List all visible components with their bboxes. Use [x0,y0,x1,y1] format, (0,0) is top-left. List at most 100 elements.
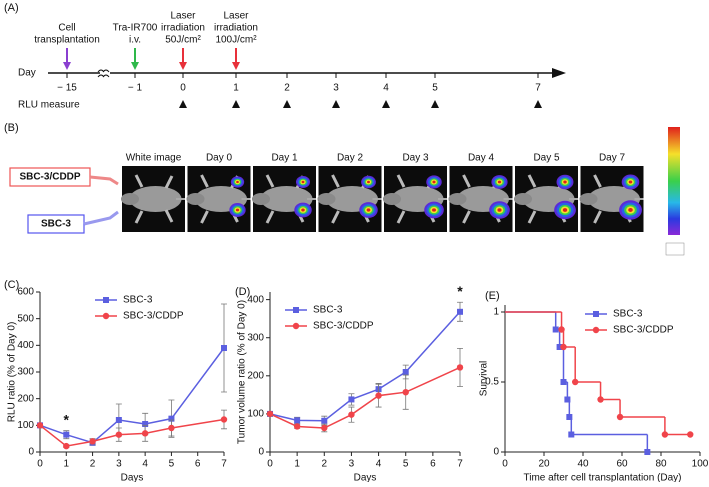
rlu-marker [431,100,439,108]
scale-box [665,242,685,256]
mouse-legs [593,174,632,224]
y-tick-label: 100 [247,409,264,420]
event-label: irradiation [214,23,258,34]
x-tick-label: 6 [430,459,436,470]
event-label: Tra-IR700 [113,23,158,34]
signal [563,180,567,184]
rlu-marker [232,100,240,108]
mouse-legs [200,174,239,224]
rlu-marker [179,100,187,108]
x-tick-label: 7 [221,459,227,470]
y-tick-label: 500 [17,313,34,324]
mouse-head [252,193,270,205]
y-tick-label: 0 [28,447,34,458]
panel-label: (D) [235,286,250,298]
x-tick-label: 40 [577,459,589,470]
marker [141,430,149,437]
y-tick-label: 200 [17,393,34,404]
legend-label: SBC-3/CDDP [313,321,374,332]
timeline-arrow [552,68,566,78]
marker [168,424,175,432]
event-label: 50J/cm² [165,35,201,46]
signal [562,208,568,212]
signal [367,180,370,184]
y-axis-label: Tumor volume ratio (% of Day 0) [237,300,248,444]
legend-label: SBC-3/CDDP [123,311,184,322]
mouse-head [448,193,467,205]
x-tick-label: 4 [142,459,148,470]
mouse-head [121,193,139,205]
marker [616,413,624,421]
y-tick-label: 300 [17,367,34,378]
day-label: 5 [432,83,438,94]
rlu-marker [332,100,340,108]
signal [497,208,502,212]
day-label: − 15 [57,83,77,94]
signal [497,180,502,184]
y-tick-label: 400 [17,340,34,351]
marker [89,438,96,445]
event-label: i.v. [129,35,141,46]
marker [402,388,409,396]
panel-label: (B) [4,122,19,134]
day-label: − 1 [128,83,143,94]
x-tick-label: 3 [116,459,122,470]
panel-label: (C) [4,279,19,291]
mouse-body [129,186,182,212]
legend-label: SBC-3 [123,295,153,306]
marker [552,326,559,333]
color-bar [668,127,680,235]
marker [597,396,604,403]
x-tick-label: 1 [294,459,300,470]
marker [661,431,669,438]
x-axis-label: Time after cell transplantation (Day) [523,473,681,482]
marker [457,308,463,315]
marker [142,421,149,427]
marker [348,411,355,418]
signal [301,180,305,184]
marker [402,369,409,375]
day-label: 1 [233,83,239,94]
legend-label: SBC-3 [313,305,343,316]
marker [293,423,301,430]
marker [560,379,567,385]
marker [115,417,122,423]
rlu-marker [534,100,542,108]
marker [456,364,464,371]
event-label: 100J/cm² [215,35,257,46]
signal [432,208,436,212]
marker [168,415,175,422]
legend-label: SBC-3 [613,309,643,320]
rlu-label: RLU measure [18,100,80,111]
day-label: 7 [535,83,541,94]
legend-marker [292,322,300,330]
marker [36,422,44,429]
x-tick-label: 4 [376,459,382,470]
marker [558,326,565,333]
mouse-head [579,193,598,205]
y-tick-label: 400 [247,294,264,305]
mouse-head [383,193,401,205]
y-tick-label: 300 [247,332,264,343]
rlu-marker [382,100,390,108]
column-label: Day 4 [468,153,495,164]
break [100,66,110,80]
x-tick-label: 20 [538,459,550,470]
mouse-head [186,193,205,205]
y-axis-label: Survival [479,361,490,397]
x-tick-label: 0 [37,459,43,470]
column-label: Day 0 [206,153,233,164]
event-label: transplantation [34,35,100,46]
x-tick-label: 0 [267,459,273,470]
annotation: * [457,283,463,299]
marker [572,378,579,386]
column-label: Day 5 [533,153,560,164]
x-tick-label: 6 [195,459,201,470]
panel-label: (A) [4,2,19,14]
day-label: 3 [333,83,339,94]
y-tick-label: 1 [493,307,499,318]
y-tick-label: 0 [493,447,499,458]
row-pointer [83,210,119,226]
signal [301,208,305,212]
x-tick-label: 2 [322,459,328,470]
